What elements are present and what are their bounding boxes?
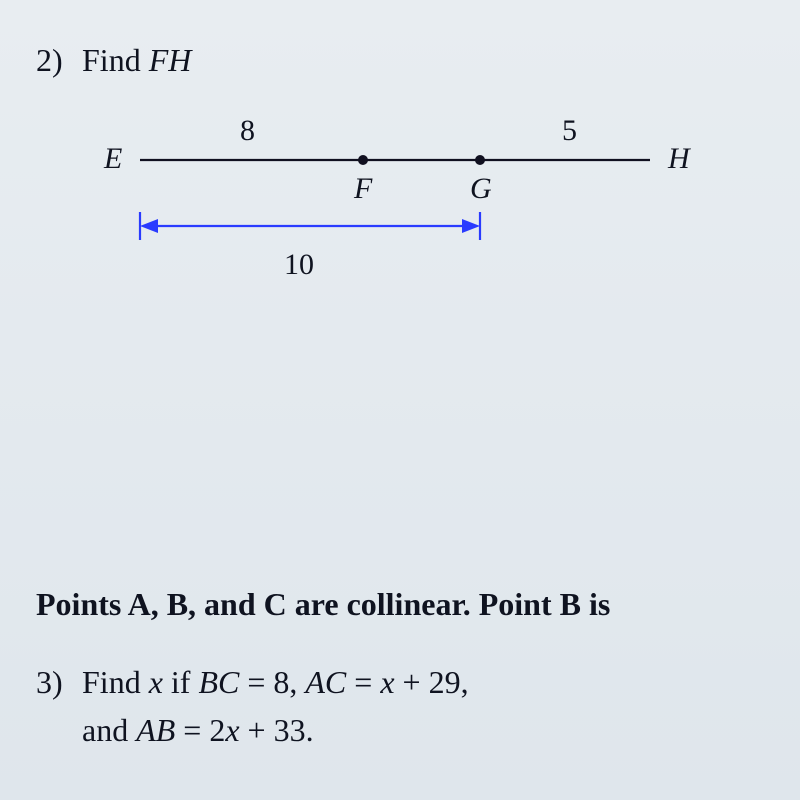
q3-l2-p3: x — [225, 712, 239, 748]
q3-line1: Find x if BC = 8, AC = x + 29, — [82, 664, 469, 701]
q3-line2: and AB = 2x + 33. — [82, 712, 314, 749]
label-e: E — [104, 142, 122, 176]
q3-l1-p5: AC — [305, 664, 346, 700]
q3-number: 3) — [36, 664, 63, 701]
point-f-dot — [358, 155, 368, 165]
section-heading: Points A, B, and C are collinear. Point … — [36, 586, 800, 623]
label-eg-measure: 10 — [284, 248, 314, 282]
measure-arrow-left — [140, 219, 158, 233]
label-gh-length: 5 — [562, 114, 577, 148]
q3-l2-p2: = 2 — [175, 712, 225, 748]
label-h: H — [668, 142, 690, 176]
q3-l1-p3: BC — [198, 664, 239, 700]
q3-l2-p4: + 33. — [240, 712, 314, 748]
q3-l2-p1: AB — [136, 712, 175, 748]
q3-l1-p2: if — [163, 664, 199, 700]
q2-diagram: E F G H 8 5 10 — [0, 0, 800, 320]
q3-l2-p0: and — [82, 712, 136, 748]
q3-l1-p0: Find — [82, 664, 149, 700]
label-g: G — [470, 172, 492, 206]
q3-l1-p6: = — [346, 664, 380, 700]
label-f: F — [354, 172, 372, 206]
q3-l1-p4: = 8, — [239, 664, 305, 700]
measure-arrow-right — [462, 219, 480, 233]
point-g-dot — [475, 155, 485, 165]
q3-l1-p1: x — [149, 664, 163, 700]
label-ef-length: 8 — [240, 114, 255, 148]
q3-l1-p8: + 29, — [395, 664, 469, 700]
page: 2) Find FH E F G H 8 5 10 — [0, 0, 800, 800]
q3-l1-p7: x — [380, 664, 394, 700]
